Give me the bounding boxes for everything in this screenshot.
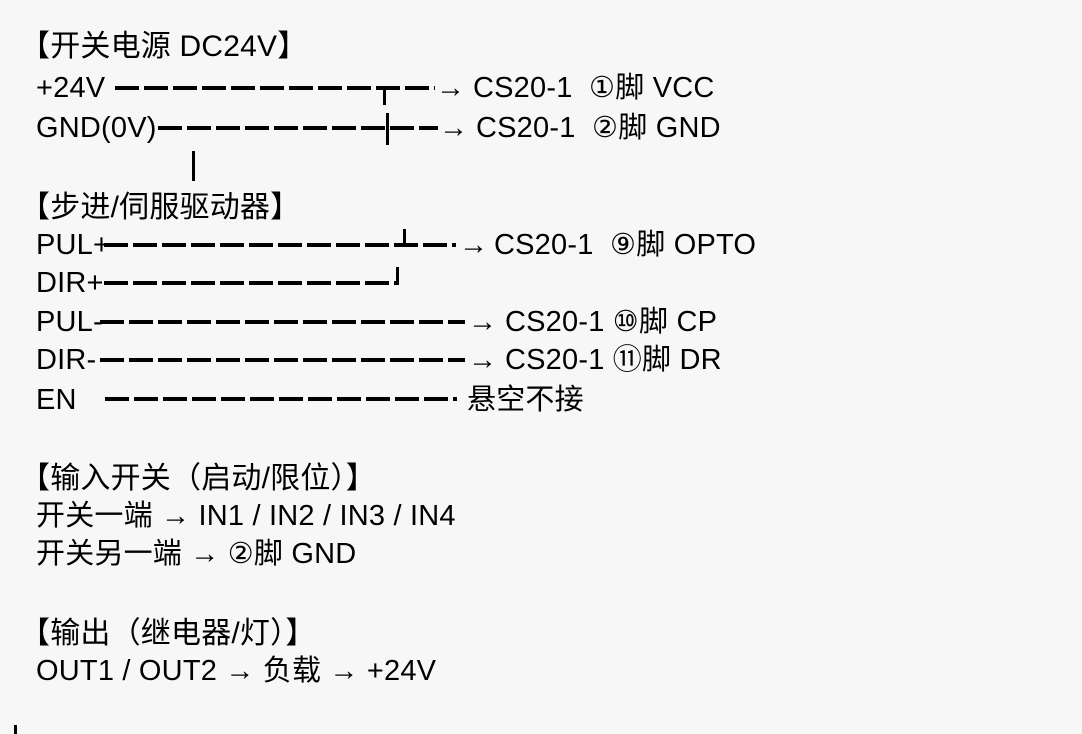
text-line-switch-other-end: 开关另一端 → ②脚 GND	[36, 538, 357, 570]
wire-label-pul-plus: PUL+	[36, 229, 111, 261]
arrow-right-icon: →	[468, 344, 498, 376]
wire-target-vcc: CS20-1 ①脚 VCC	[473, 72, 715, 104]
section-title-output: 【输出（继电器/灯）】	[20, 617, 316, 650]
wire-line-pul-minus	[100, 320, 465, 324]
arrow-right-icon: →	[439, 112, 469, 144]
wire-line-dir-plus	[104, 281, 399, 285]
text-line-outputs: OUT1 / OUT2 → 负载 → +24V	[36, 655, 437, 687]
wire-target-opto: CS20-1 ⑨脚 OPTO	[494, 229, 757, 261]
wire-target-dr: CS20-1 ⑪脚 DR	[505, 344, 722, 376]
wire-label-plus24v: +24V	[36, 72, 106, 104]
wire-label-en: EN	[36, 384, 77, 416]
wire-target-cp: CS20-1 ⑩脚 CP	[505, 306, 718, 338]
wire-line-plus24v	[115, 86, 435, 90]
wire-end-hook-up	[396, 267, 399, 282]
wire-line-dir-minus	[100, 358, 465, 362]
wire-line-en	[105, 397, 457, 401]
arrow-right-icon: →	[468, 306, 498, 338]
wire-label-dir-minus: DIR-	[36, 344, 97, 376]
junction-tick-up	[403, 229, 406, 244]
vertical-wire-stub	[192, 151, 195, 181]
junction-tick-down	[383, 90, 386, 105]
section-title-driver: 【步进/伺服驱动器】	[20, 191, 301, 224]
wire-target-floating: 悬空不接	[467, 384, 584, 416]
section-title-power: 【开关电源 DC24V】	[20, 30, 308, 63]
wire-label-pul-minus: PUL-	[36, 306, 103, 338]
clipped-glyph	[14, 725, 17, 734]
wire-label-gnd0v: GND(0V)	[36, 112, 157, 144]
wire-line-pul-plus	[104, 243, 456, 247]
wire-line-gnd	[158, 126, 438, 130]
arrow-right-icon: →	[436, 72, 466, 104]
arrow-right-icon: →	[459, 229, 489, 261]
text-line-switch-one-end: 开关一端 → IN1 / IN2 / IN3 / IN4	[36, 500, 456, 532]
junction-tick-cross	[386, 113, 389, 145]
wire-target-gnd: CS20-1 ②脚 GND	[476, 112, 721, 144]
wire-label-dir-plus: DIR+	[36, 267, 104, 299]
section-title-input: 【输入开关（启动/限位）】	[20, 462, 376, 495]
